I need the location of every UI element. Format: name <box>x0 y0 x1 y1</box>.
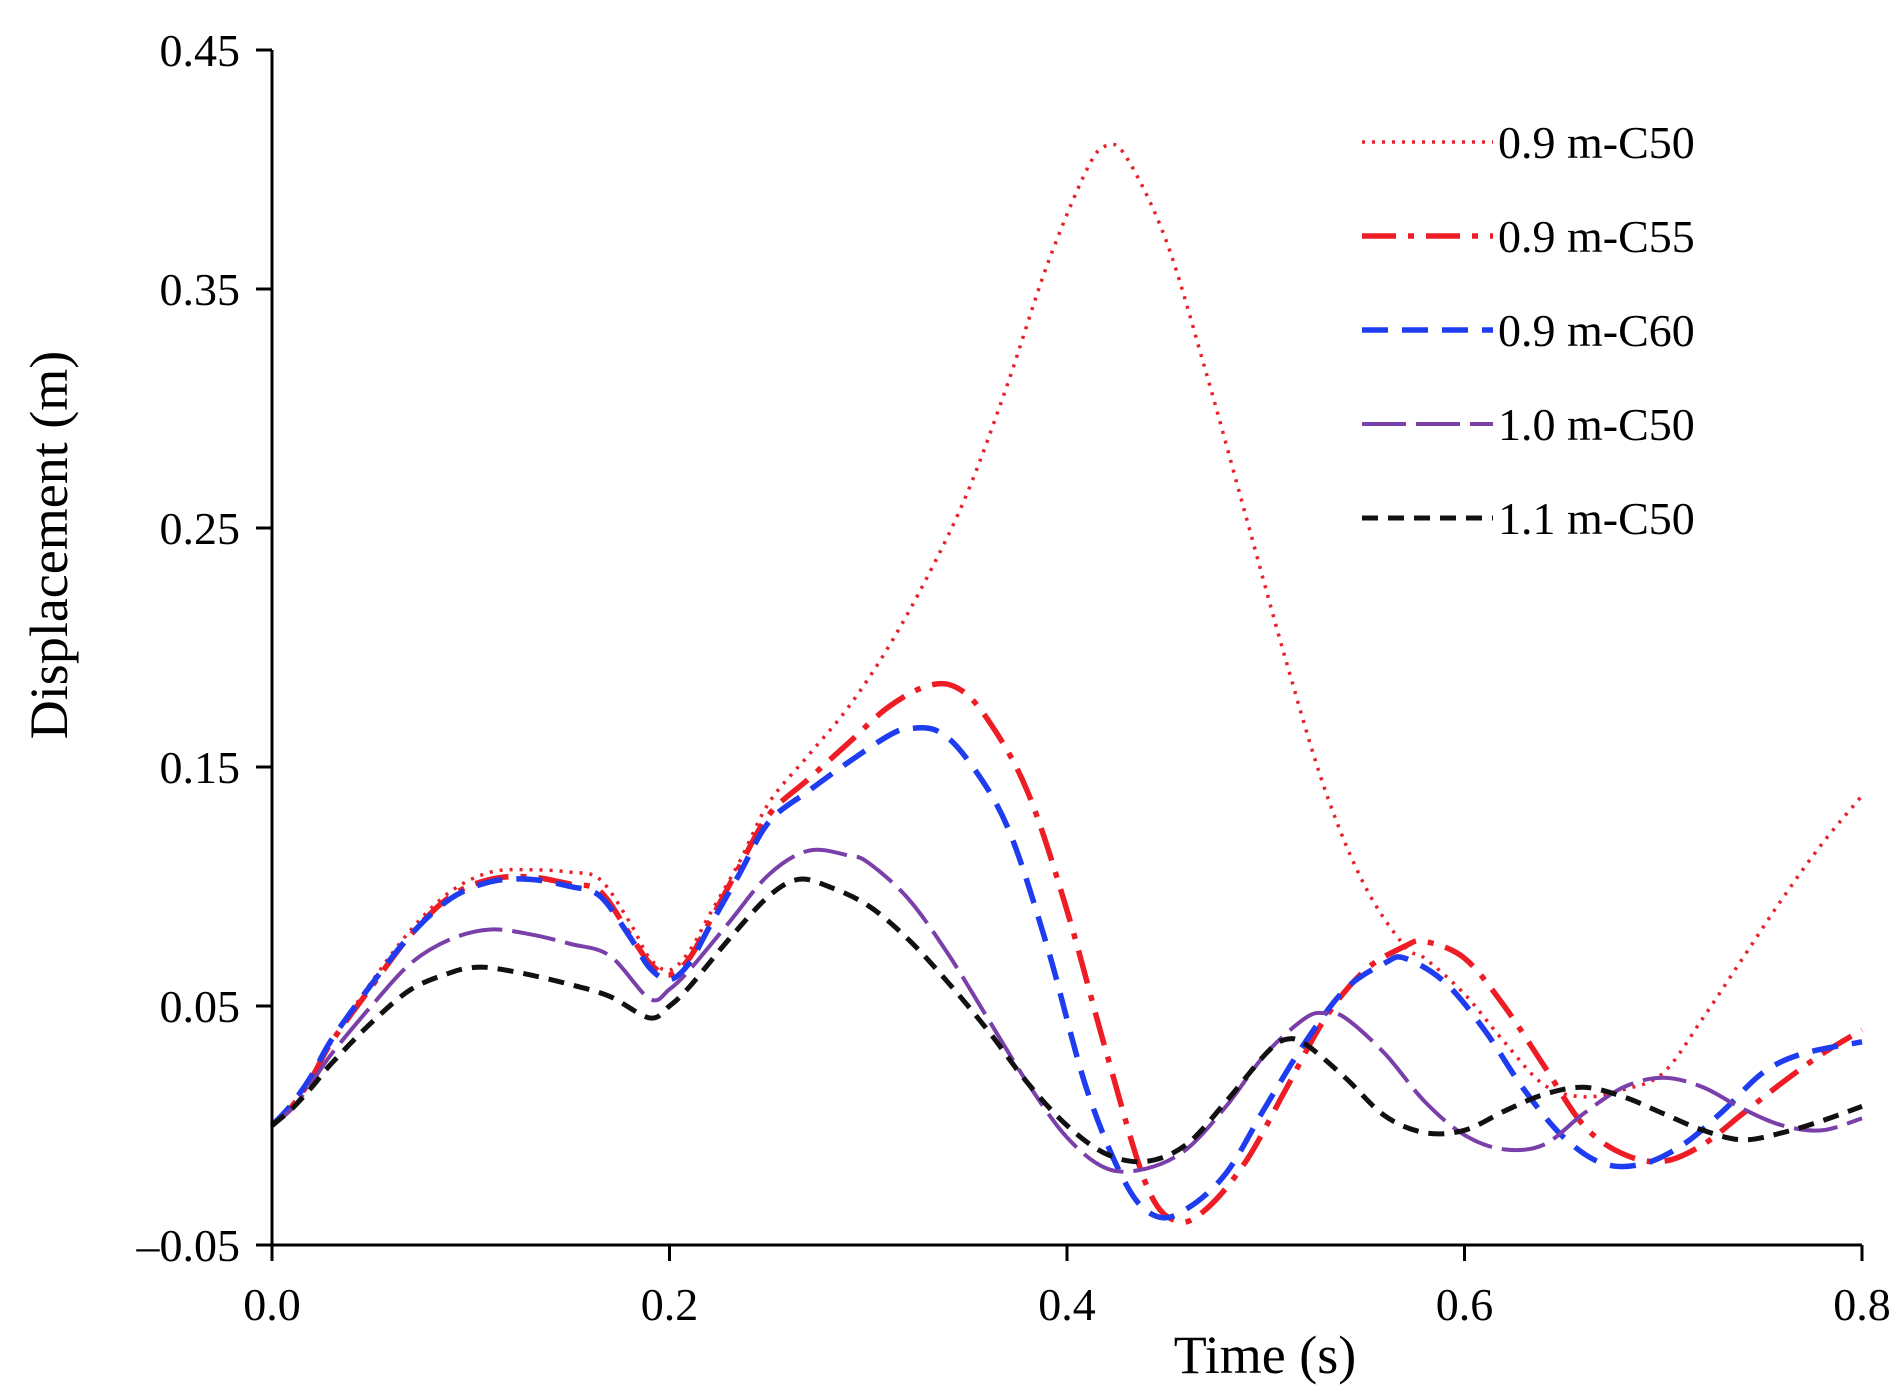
y-tick-label: 0.45 <box>160 25 241 76</box>
y-tick-label: 0.25 <box>160 503 241 554</box>
legend-label: 0.9 m-C50 <box>1498 117 1695 168</box>
series-line-0-9-m-c50 <box>270 142 1864 1127</box>
series-line-0-9-m-c60 <box>269 724 1863 1221</box>
legend-label: 0.9 m-C60 <box>1498 305 1695 356</box>
y-ticks: –0.05 0.05 0.15 0.25 0.35 0.45 <box>136 25 272 1271</box>
y-tick-label: 0.15 <box>160 742 241 793</box>
y-axis-title: Displacement (m) <box>19 351 79 739</box>
x-tick-label: 0.8 <box>1833 1279 1891 1330</box>
x-axis-title: Time (s) <box>1174 1325 1357 1385</box>
series-line-1-1-m-c50 <box>270 876 1863 1165</box>
x-tick-label: 0.6 <box>1436 1279 1494 1330</box>
y-tick-label: 0.35 <box>160 264 241 315</box>
series-layer <box>269 142 1864 1226</box>
legend: 0.9 m-C50 0.9 m-C55 0.9 m-C60 1.0 m-C50 1.1 … <box>1362 117 1695 544</box>
legend-label: 1.0 m-C50 <box>1498 399 1695 450</box>
legend-label: 0.9 m-C55 <box>1498 211 1695 262</box>
x-ticks: 0.0 0.2 0.4 0.6 0.8 <box>243 1245 1891 1330</box>
y-tick-label: –0.05 <box>136 1220 241 1271</box>
series-line-0-9-m-c55 <box>270 680 1864 1226</box>
x-tick-label: 0.0 <box>243 1279 301 1330</box>
y-tick-label: 0.05 <box>160 981 241 1032</box>
x-tick-label: 0.2 <box>641 1279 699 1330</box>
x-tick-label: 0.4 <box>1038 1279 1096 1330</box>
plot-area: 0.0 0.2 0.4 0.6 0.8 –0.05 0.05 0.15 0.25 0.35 0.4… <box>136 25 1891 1330</box>
legend-label: 1.1 m-C50 <box>1498 493 1695 544</box>
